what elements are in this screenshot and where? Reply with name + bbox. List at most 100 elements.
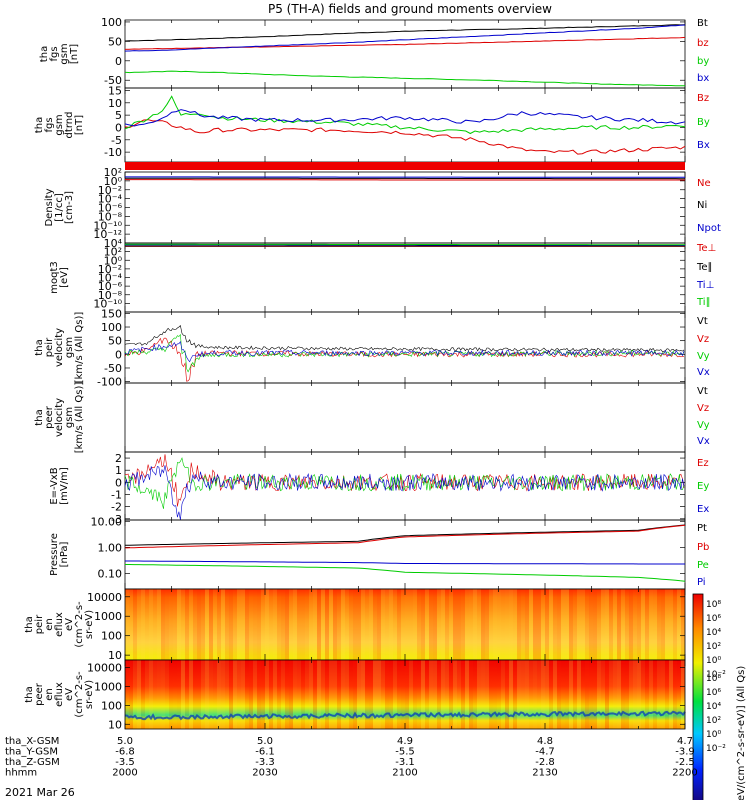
panel-4: 10⁴10²10⁰10⁻²10⁻⁴10⁻⁶10⁻⁸10⁻¹⁰moqt3[eV]T… [49, 237, 716, 312]
spectrogram-column [229, 589, 233, 660]
spectrogram-column [501, 589, 505, 660]
spectrogram-column [197, 589, 201, 660]
y-tick-label: 0 [115, 476, 122, 489]
spectrogram-column [357, 660, 361, 729]
spectrogram-column [365, 660, 369, 729]
spectrogram-column [637, 660, 641, 729]
spectrogram-column [413, 660, 417, 729]
ephemeris-value: -2.5 [675, 757, 695, 768]
spectrogram-column [673, 589, 677, 660]
legend-entry: Te⊥ [696, 243, 716, 254]
y-tick-label: -1 [111, 489, 122, 502]
spectrogram-column [169, 589, 173, 660]
y-axis-label: sr-eV) [84, 680, 95, 709]
y-axis-label: [eV] [59, 267, 70, 288]
spectrogram-column [605, 660, 609, 729]
spectrogram-column [341, 589, 345, 660]
spectrogram-column [369, 589, 373, 660]
spectrogram-column [681, 589, 685, 660]
spectrogram-column [637, 589, 641, 660]
spectrogram-column [393, 589, 397, 660]
spectrogram-column [309, 589, 313, 660]
legend-entry: bz [697, 38, 709, 49]
spectrogram-column [517, 589, 521, 660]
spectrogram-column [573, 589, 577, 660]
panel-frame [125, 383, 685, 452]
legend-entry: Vt [697, 386, 708, 397]
colorbar-tick-label: 10⁶ [706, 614, 721, 624]
legend-entry: Ex [697, 504, 709, 515]
spectrogram-column [653, 589, 657, 660]
spectrogram-column [233, 589, 237, 660]
spectrogram-column [309, 660, 313, 729]
ephemeris-value: -6.8 [115, 747, 135, 758]
spectrogram-column [601, 660, 605, 729]
spectrogram-column [429, 660, 433, 729]
colorbar-tick-label: 10⁰ [706, 730, 721, 740]
spectrogram-column [629, 589, 633, 660]
y-tick-label: -100 [97, 376, 122, 389]
spectrogram-column [625, 660, 629, 729]
series-line-Bx [125, 110, 685, 126]
y-axis-label: [mV/m] [59, 467, 70, 505]
spectrogram-column [313, 589, 317, 660]
y-tick-label: 0.10 [98, 567, 123, 580]
spectrogram-column [633, 660, 637, 729]
y-tick-label: 10000 [87, 662, 122, 675]
spectrogram-column [589, 589, 593, 660]
spectrogram-column [241, 589, 245, 660]
spectrogram-column [509, 660, 513, 729]
colorbar-tick-label: 10⁴ [706, 702, 721, 712]
y-tick-label: 100 [101, 16, 122, 29]
spectrogram-column [445, 589, 449, 660]
legend-entry: Pe [697, 560, 709, 571]
colorbar-tick-label: 10⁶ [706, 688, 721, 698]
spectrogram-column [473, 660, 477, 729]
series-line-Bz [125, 120, 685, 154]
ephemeris-value: -6.1 [255, 747, 275, 758]
spectrogram-column [261, 589, 265, 660]
y-tick-label: 100 [101, 630, 122, 643]
spectrogram-column [285, 589, 289, 660]
ephemeris-value: -2.8 [535, 757, 555, 768]
spectrogram-column [421, 589, 425, 660]
spectrogram-column [185, 589, 189, 660]
legend-entry: Ey [697, 481, 709, 492]
series-line-bz [125, 37, 685, 49]
ephemeris-row-label: tha_Y-GSM [5, 747, 58, 758]
y-tick-label: -50 [104, 362, 122, 375]
spectrogram-column [553, 589, 557, 660]
ephemeris-row-label: tha_Z-GSM [5, 757, 60, 768]
spectrogram-column [621, 660, 625, 729]
spectrogram-column [305, 589, 309, 660]
spectrogram-column [453, 589, 457, 660]
spectrogram-column [381, 660, 385, 729]
spectrogram-column [437, 589, 441, 660]
series-line-Vx [125, 342, 684, 362]
spectrogram-column [513, 589, 517, 660]
ephemeris-value: 5.0 [257, 736, 273, 747]
spectrogram-column [305, 660, 309, 729]
y-tick-label: 1.00 [98, 541, 123, 554]
legend-entry: Ni [697, 200, 707, 211]
colorbar: [eV/(cm^2-s-sr-eV)] (All Qs) 10⁸10⁶10⁴10… [693, 594, 747, 800]
spectrogram-column [461, 660, 465, 729]
y-tick-label: 10 [108, 97, 122, 110]
spectrogram-column [529, 660, 533, 729]
spectrogram-column [257, 660, 261, 729]
legend-entry: Npot [697, 223, 721, 234]
y-axis-label: [km/s (All Qs)] [74, 312, 85, 384]
y-tick-label: 0 [115, 348, 122, 361]
spectrogram-column [617, 589, 621, 660]
spectrogram-column [545, 589, 549, 660]
spectrogram-column [625, 589, 629, 660]
spectrogram-column [425, 589, 429, 660]
y-tick-label: 50 [108, 335, 122, 348]
series-line-Bt [125, 25, 685, 41]
spectrogram-column [513, 660, 517, 729]
spectrogram-column [469, 589, 473, 660]
spectrogram-column [593, 589, 597, 660]
